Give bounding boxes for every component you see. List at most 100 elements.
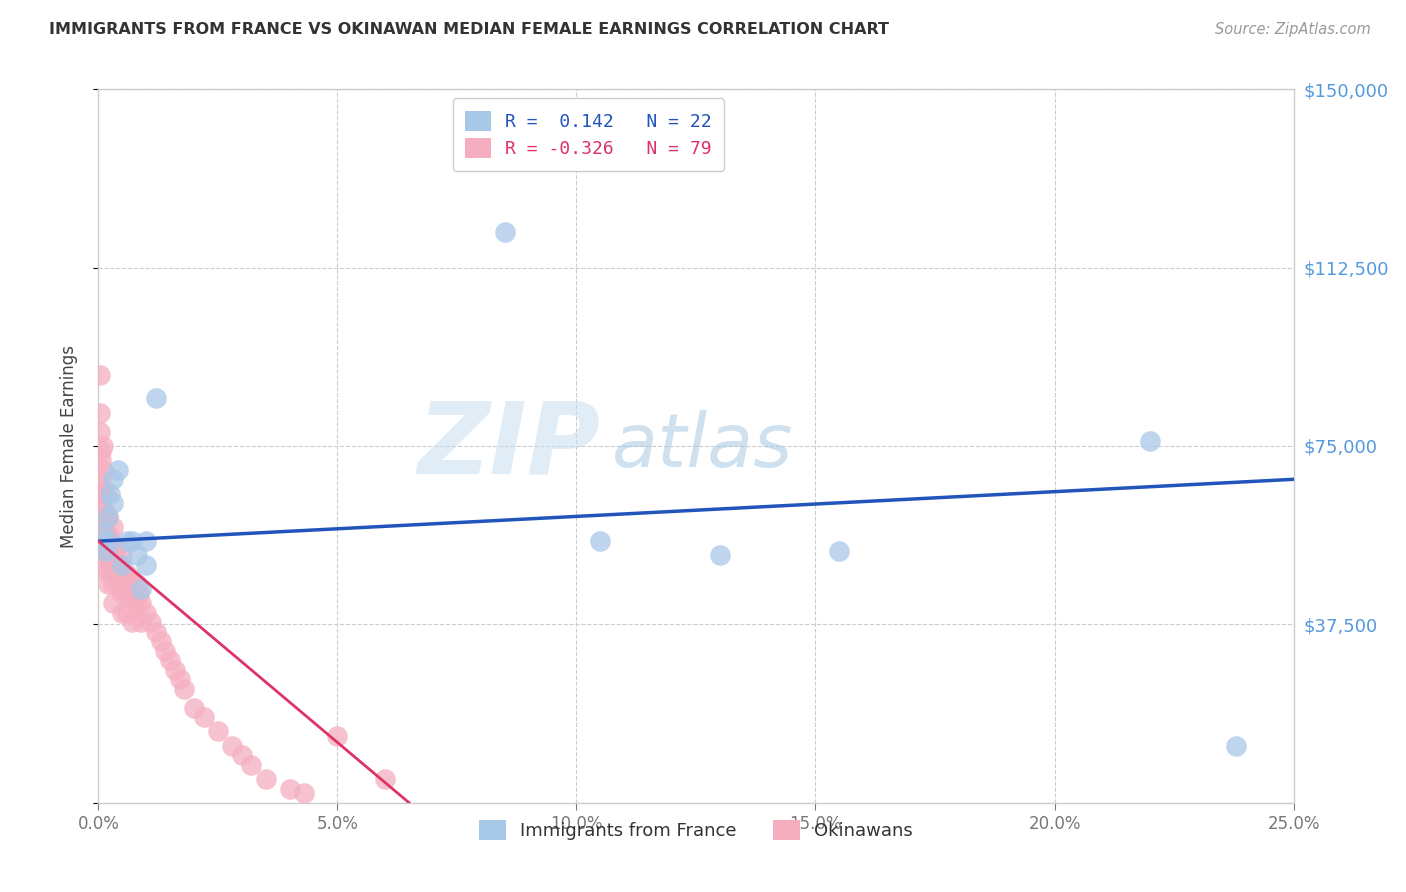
Text: Source: ZipAtlas.com: Source: ZipAtlas.com — [1215, 22, 1371, 37]
Point — [125, 549, 148, 563]
Point — [240, 757, 263, 772]
Point — [128, 586, 150, 600]
Point — [589, 534, 612, 549]
Point — [94, 543, 117, 558]
Point — [91, 500, 114, 515]
Point — [97, 529, 120, 543]
Point — [114, 567, 136, 582]
Point — [1139, 434, 1161, 449]
Point — [115, 606, 138, 620]
Point — [183, 700, 205, 714]
Text: IMMIGRANTS FROM FRANCE VS OKINAWAN MEDIAN FEMALE EARNINGS CORRELATION CHART: IMMIGRANTS FROM FRANCE VS OKINAWAN MEDIA… — [49, 22, 889, 37]
Text: atlas: atlas — [613, 410, 794, 482]
Point — [494, 225, 516, 239]
Point — [91, 534, 114, 549]
Point — [131, 596, 153, 610]
Point — [111, 549, 134, 563]
Point — [101, 472, 124, 486]
Point — [89, 406, 111, 420]
Point — [173, 681, 195, 696]
Point — [125, 577, 148, 591]
Point — [111, 586, 134, 600]
Point — [125, 596, 148, 610]
Point — [97, 549, 120, 563]
Point — [111, 606, 134, 620]
Point — [169, 672, 191, 686]
Point — [101, 596, 124, 610]
Point — [292, 786, 315, 800]
Point — [115, 586, 138, 600]
Point — [97, 577, 120, 591]
Point — [101, 539, 124, 553]
Point — [97, 563, 120, 577]
Point — [115, 567, 138, 582]
Point — [155, 643, 177, 657]
Point — [97, 510, 120, 524]
Point — [149, 634, 172, 648]
Point — [278, 781, 301, 796]
Point — [107, 558, 129, 572]
Point — [326, 729, 349, 743]
Point — [91, 520, 114, 534]
Point — [193, 710, 215, 724]
Point — [93, 549, 115, 563]
Point — [94, 563, 117, 577]
Point — [104, 567, 127, 582]
Point — [94, 510, 117, 524]
Point — [90, 472, 112, 486]
Point — [145, 392, 167, 406]
Point — [96, 549, 118, 563]
Point — [107, 463, 129, 477]
Y-axis label: Median Female Earnings: Median Female Earnings — [59, 344, 77, 548]
Point — [115, 534, 138, 549]
Point — [121, 615, 143, 629]
Point — [90, 486, 112, 500]
Legend: Immigrants from France, Okinawans: Immigrants from France, Okinawans — [471, 813, 921, 847]
Point — [145, 624, 167, 639]
Point — [104, 549, 127, 563]
Point — [135, 606, 157, 620]
Point — [89, 368, 111, 382]
Point — [163, 663, 186, 677]
Point — [121, 591, 143, 606]
Point — [374, 772, 396, 786]
Point — [90, 443, 112, 458]
Point — [101, 577, 124, 591]
Text: ZIP: ZIP — [418, 398, 600, 494]
Point — [91, 463, 114, 477]
Point — [221, 739, 243, 753]
Point — [97, 529, 120, 543]
Point — [91, 482, 114, 496]
Point — [828, 543, 851, 558]
Point — [135, 558, 157, 572]
Point — [159, 653, 181, 667]
Point — [121, 572, 143, 586]
Point — [131, 615, 153, 629]
Point — [97, 534, 120, 549]
Point — [131, 582, 153, 596]
Point — [89, 425, 111, 439]
Point — [94, 524, 117, 539]
Point — [91, 500, 114, 515]
Point — [254, 772, 277, 786]
Point — [207, 724, 229, 739]
Point — [1225, 739, 1247, 753]
Point — [96, 534, 118, 549]
Point — [107, 539, 129, 553]
Point — [93, 520, 115, 534]
Point — [97, 510, 120, 524]
Point — [98, 543, 121, 558]
Point — [101, 558, 124, 572]
Point — [98, 534, 122, 549]
Point — [98, 486, 122, 500]
Point — [231, 748, 253, 763]
Point — [94, 486, 117, 500]
Point — [91, 439, 114, 453]
Point — [101, 496, 124, 510]
Point — [101, 520, 124, 534]
Point — [98, 558, 122, 572]
Point — [111, 558, 134, 572]
Point — [108, 558, 131, 572]
Point — [107, 577, 129, 591]
Point — [121, 534, 143, 549]
